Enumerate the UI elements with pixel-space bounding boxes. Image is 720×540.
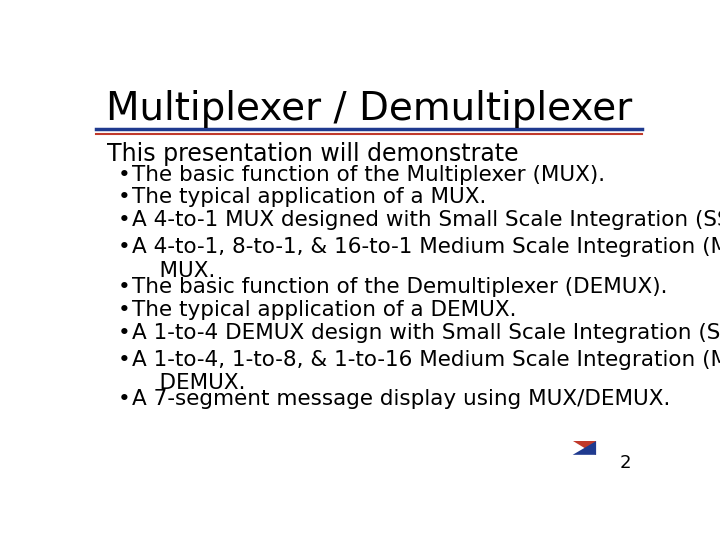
Text: •: • [118,187,130,207]
Text: The typical application of a DEMUX.: The typical application of a DEMUX. [132,300,516,320]
Text: A 4-to-1 MUX designed with Small Scale Integration (SSI).: A 4-to-1 MUX designed with Small Scale I… [132,210,720,231]
Polygon shape [572,441,596,455]
Text: The basic function of the Demultiplexer (DEMUX).: The basic function of the Demultiplexer … [132,277,667,297]
Text: •: • [118,165,130,185]
Text: •: • [118,277,130,297]
Text: A 1-to-4, 1-to-8, & 1-to-16 Medium Scale Integration (MSI)
    DEMUX.: A 1-to-4, 1-to-8, & 1-to-16 Medium Scale… [132,349,720,393]
Text: A 7-segment message display using MUX/DEMUX.: A 7-segment message display using MUX/DE… [132,389,670,409]
Text: •: • [118,238,130,258]
Polygon shape [572,441,596,455]
Text: •: • [118,300,130,320]
Text: This presentation will demonstrate: This presentation will demonstrate [107,141,518,166]
Text: •: • [118,389,130,409]
Text: •: • [118,349,130,369]
Text: The typical application of a MUX.: The typical application of a MUX. [132,187,486,207]
Text: Multiplexer / Demultiplexer: Multiplexer / Demultiplexer [106,90,632,128]
Text: A 4-to-1, 8-to-1, & 16-to-1 Medium Scale Integration (MSI)
    MUX.: A 4-to-1, 8-to-1, & 16-to-1 Medium Scale… [132,238,720,281]
Text: •: • [118,322,130,342]
Text: •: • [118,210,130,231]
Text: The basic function of the Multiplexer (MUX).: The basic function of the Multiplexer (M… [132,165,605,185]
Text: 2: 2 [620,454,631,472]
Text: A 1-to-4 DEMUX design with Small Scale Integration (SSI).: A 1-to-4 DEMUX design with Small Scale I… [132,322,720,342]
